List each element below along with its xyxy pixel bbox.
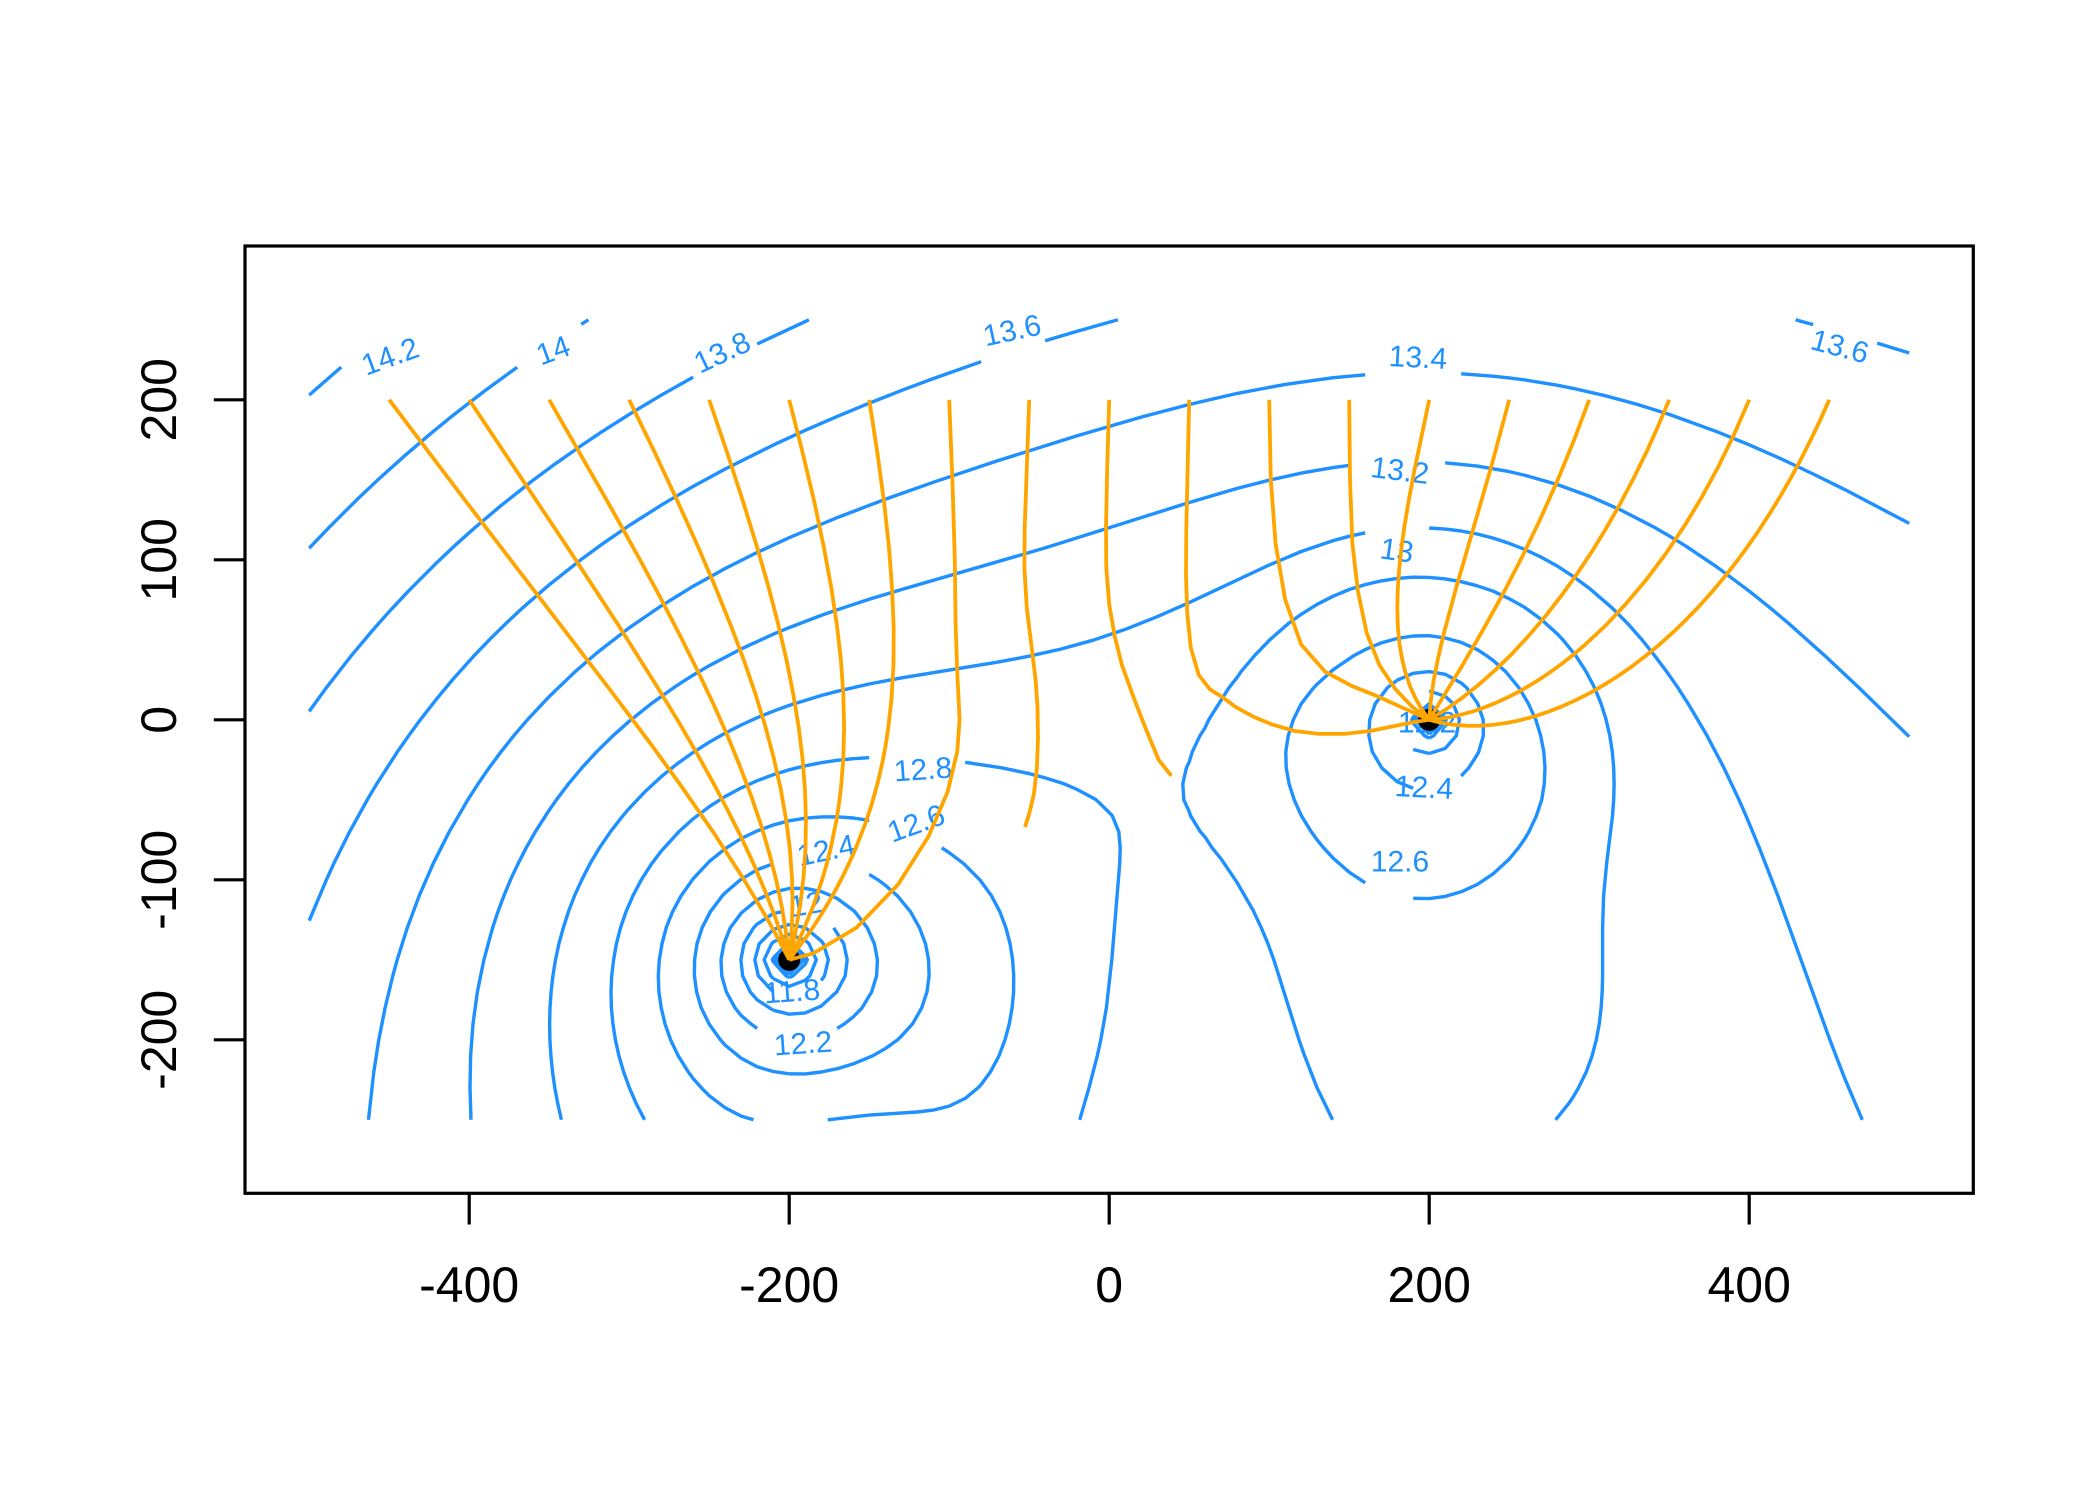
svg-text:13.4: 13.4 xyxy=(1388,340,1448,376)
svg-text:12.2: 12.2 xyxy=(773,1026,834,1063)
svg-text:-400: -400 xyxy=(419,1257,519,1313)
svg-text:12.8: 12.8 xyxy=(893,752,954,789)
svg-text:13.2: 13.2 xyxy=(1369,451,1431,491)
svg-text:-100: -100 xyxy=(131,830,187,930)
svg-text:11.8: 11.8 xyxy=(763,974,821,1011)
svg-text:12.4: 12.4 xyxy=(1394,770,1454,806)
svg-text:-200: -200 xyxy=(131,990,187,1090)
svg-text:-200: -200 xyxy=(739,1257,839,1313)
svg-text:200: 200 xyxy=(1387,1257,1470,1313)
svg-text:13: 13 xyxy=(1378,532,1416,569)
svg-text:0: 0 xyxy=(131,706,187,734)
svg-text:12.6: 12.6 xyxy=(1371,846,1429,879)
svg-text:100: 100 xyxy=(131,518,187,601)
svg-text:0: 0 xyxy=(1095,1257,1123,1313)
svg-text:200: 200 xyxy=(131,358,187,441)
svg-text:400: 400 xyxy=(1707,1257,1790,1313)
